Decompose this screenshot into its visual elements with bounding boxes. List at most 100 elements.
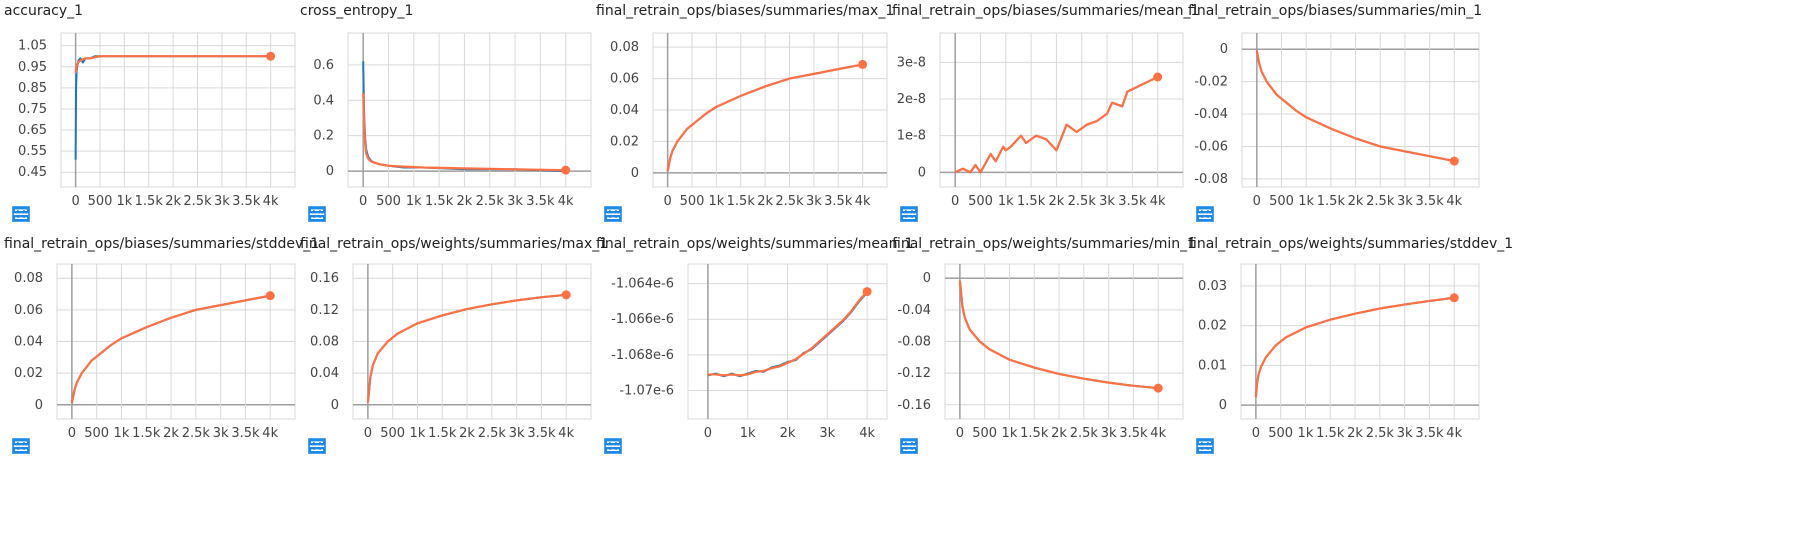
x-tick-label: 3k	[507, 194, 523, 209]
fit-domain-button[interactable]	[308, 438, 394, 458]
y-tick-label: 0.08	[14, 271, 43, 286]
x-tick-label: 0	[663, 194, 671, 209]
smoothed-series-line	[74, 55, 271, 74]
y-tick-label: 0	[35, 398, 43, 413]
list-icon-glyph	[309, 207, 325, 222]
y-tick-label: 1e-8	[897, 129, 926, 144]
x-tick-label: 1k	[1298, 426, 1314, 441]
line-chart[interactable]: 0 -0.04 -0.08 -0.12 -0.16 0 500 1k 1.5k 2k 2.5k 3k 3…	[892, 236, 1186, 441]
list-button[interactable]	[901, 206, 954, 226]
x-tick-label: 0	[1252, 426, 1260, 441]
x-tick-label: 1k	[406, 194, 422, 209]
x-tick-label: 3k	[1397, 194, 1413, 209]
last-value-marker	[561, 290, 571, 300]
y-tick-label: 0.01	[1198, 358, 1227, 373]
line-chart[interactable]: -1.064e-6 -1.066e-6 -1.068e-6 -1.07e-6 0 1k 2k…	[596, 236, 890, 441]
smoothed-series-line	[954, 76, 1159, 174]
fit-domain-icon-glyph	[308, 438, 326, 454]
x-tick-label: 500	[380, 426, 405, 441]
chart-title: final_retrain_ops/biases/summaries/mean_…	[892, 3, 1200, 19]
y-tick-label: -0.12	[897, 366, 931, 381]
x-tick-label: 500	[968, 194, 993, 209]
x-tick-label: 4k	[1150, 194, 1166, 209]
chart-card: final_retrain_ops/biases/summaries/max_1…	[596, 3, 894, 231]
list-icon-glyph	[1197, 439, 1213, 454]
chart-card: final_retrain_ops/weights/summaries/min_…	[892, 236, 1196, 464]
x-tick-label: 1k	[1002, 426, 1018, 441]
last-value-marker	[858, 59, 868, 69]
fit-domain-button[interactable]	[900, 206, 986, 226]
line-chart[interactable]: 00.020.040.060.080 500 1k 1.5k 2k 2.5k 3k 3.5k 4…	[4, 236, 298, 441]
y-tick-label: -0.04	[897, 303, 931, 318]
x-tick-label: 2.5k	[1070, 426, 1099, 441]
last-value-marker	[1449, 156, 1459, 166]
chart-title: final_retrain_ops/weights/summaries/min_…	[892, 236, 1197, 252]
x-tick-label: 2.5k	[775, 194, 804, 209]
x-tick-label: 1k	[1298, 194, 1314, 209]
fit-domain-button[interactable]	[604, 438, 690, 458]
last-value-marker	[1153, 72, 1163, 82]
last-value-marker	[265, 291, 275, 301]
x-tick-label: 1.5k	[1317, 194, 1346, 209]
y-tick-label: 0.06	[14, 303, 43, 318]
fit-domain-button[interactable]	[604, 206, 690, 226]
x-tick-label: 1.5k	[1017, 194, 1046, 209]
line-chart[interactable]: 0 0.01 0.02 0.03 0 500 1k 1.5k 2k 2.5k 3k 3.5k 4k	[1188, 236, 1482, 441]
fit-domain-button[interactable]	[12, 206, 98, 226]
smoothed-series-line	[366, 293, 567, 403]
list-button[interactable]	[901, 438, 954, 458]
fit-domain-button[interactable]	[308, 206, 394, 226]
y-tick-label: 0.6	[313, 58, 334, 73]
fit-domain-button[interactable]	[12, 438, 98, 458]
chart-title: final_retrain_ops/weights/summaries/stdd…	[1188, 236, 1514, 252]
list-button[interactable]	[1197, 438, 1250, 458]
x-tick-label: 500	[84, 426, 109, 441]
smoothed-series-line	[1254, 296, 1455, 398]
x-tick-label: 1k	[410, 426, 426, 441]
line-chart[interactable]: 0.45 0.55 0.65 0.75 0.85 0.95 1.05 0 500 1k 1.5k 2k…	[4, 3, 298, 209]
y-tick-label: 0	[918, 165, 926, 180]
x-tick-label: 4k	[263, 194, 279, 209]
last-value-marker	[862, 287, 872, 297]
line-chart[interactable]: 0 -0.02 -0.04 -0.06 -0.08 0 500 1k 1.5k 2k 2.5k 3k 3…	[1188, 3, 1482, 209]
chart-card: final_retrain_ops/biases/summaries/stdde…	[4, 236, 319, 464]
line-chart[interactable]: 0 0.04 0.08 0.12 0.16 0 500 1k 1.5k 2k 2.5k 3k 3.5k 4…	[300, 236, 594, 441]
x-tick-label: 2.5k	[1366, 194, 1395, 209]
fit-domain-button[interactable]	[1196, 206, 1282, 226]
y-tick-label: -1.068e-6	[611, 348, 674, 363]
list-button[interactable]	[309, 206, 362, 226]
list-button[interactable]	[1197, 206, 1250, 226]
y-tick-label: 0.75	[18, 102, 47, 117]
list-button[interactable]	[13, 438, 66, 458]
list-button[interactable]	[309, 438, 362, 458]
chart-card: final_retrain_ops/weights/summaries/max_…	[300, 236, 608, 464]
x-tick-label: 2.5k	[1068, 194, 1097, 209]
x-tick-label: 2k	[457, 194, 473, 209]
x-tick-label: 1.5k	[727, 194, 756, 209]
list-button[interactable]	[605, 438, 658, 458]
chart-card: final_retrain_ops/weights/summaries/stdd…	[1188, 236, 1513, 464]
line-chart[interactable]: 0 1e-8 2e-8 3e-8 0 500 1k 1.5k 2k 2.5k 3k 3.5k 4k	[892, 3, 1186, 209]
x-tick-label: 2k	[780, 426, 796, 441]
line-chart[interactable]: 00.020.040.060.080 500 1k 1.5k 2k 2.5k 3k 3.5k 4…	[596, 3, 890, 209]
list-icon-glyph	[901, 207, 917, 222]
fit-domain-button[interactable]	[1196, 438, 1282, 458]
y-tick-label: 0	[1219, 398, 1227, 413]
fit-domain-icon-glyph	[308, 206, 326, 222]
y-tick-label: 0	[631, 166, 639, 181]
list-button[interactable]	[605, 206, 658, 226]
x-tick-label: 2k	[1347, 426, 1363, 441]
x-tick-label: 1k	[114, 426, 130, 441]
line-chart[interactable]: 0 0.2 0.4 0.6 0 500 1k 1.5k 2k 2.5k 3k 3.5k 4k	[300, 3, 594, 209]
plot-frame	[60, 32, 296, 188]
x-tick-label: 3.5k	[231, 426, 260, 441]
x-tick-label: 1.5k	[135, 194, 164, 209]
fit-domain-button[interactable]	[900, 438, 986, 458]
list-button[interactable]	[13, 206, 66, 226]
y-tick-label: 0.95	[18, 60, 47, 75]
x-tick-label: 2.5k	[478, 426, 507, 441]
list-icon-glyph	[309, 439, 325, 454]
y-tick-label: 0.45	[18, 165, 47, 180]
x-tick-label: 3k	[509, 426, 525, 441]
x-tick-label: 4k	[1446, 194, 1462, 209]
